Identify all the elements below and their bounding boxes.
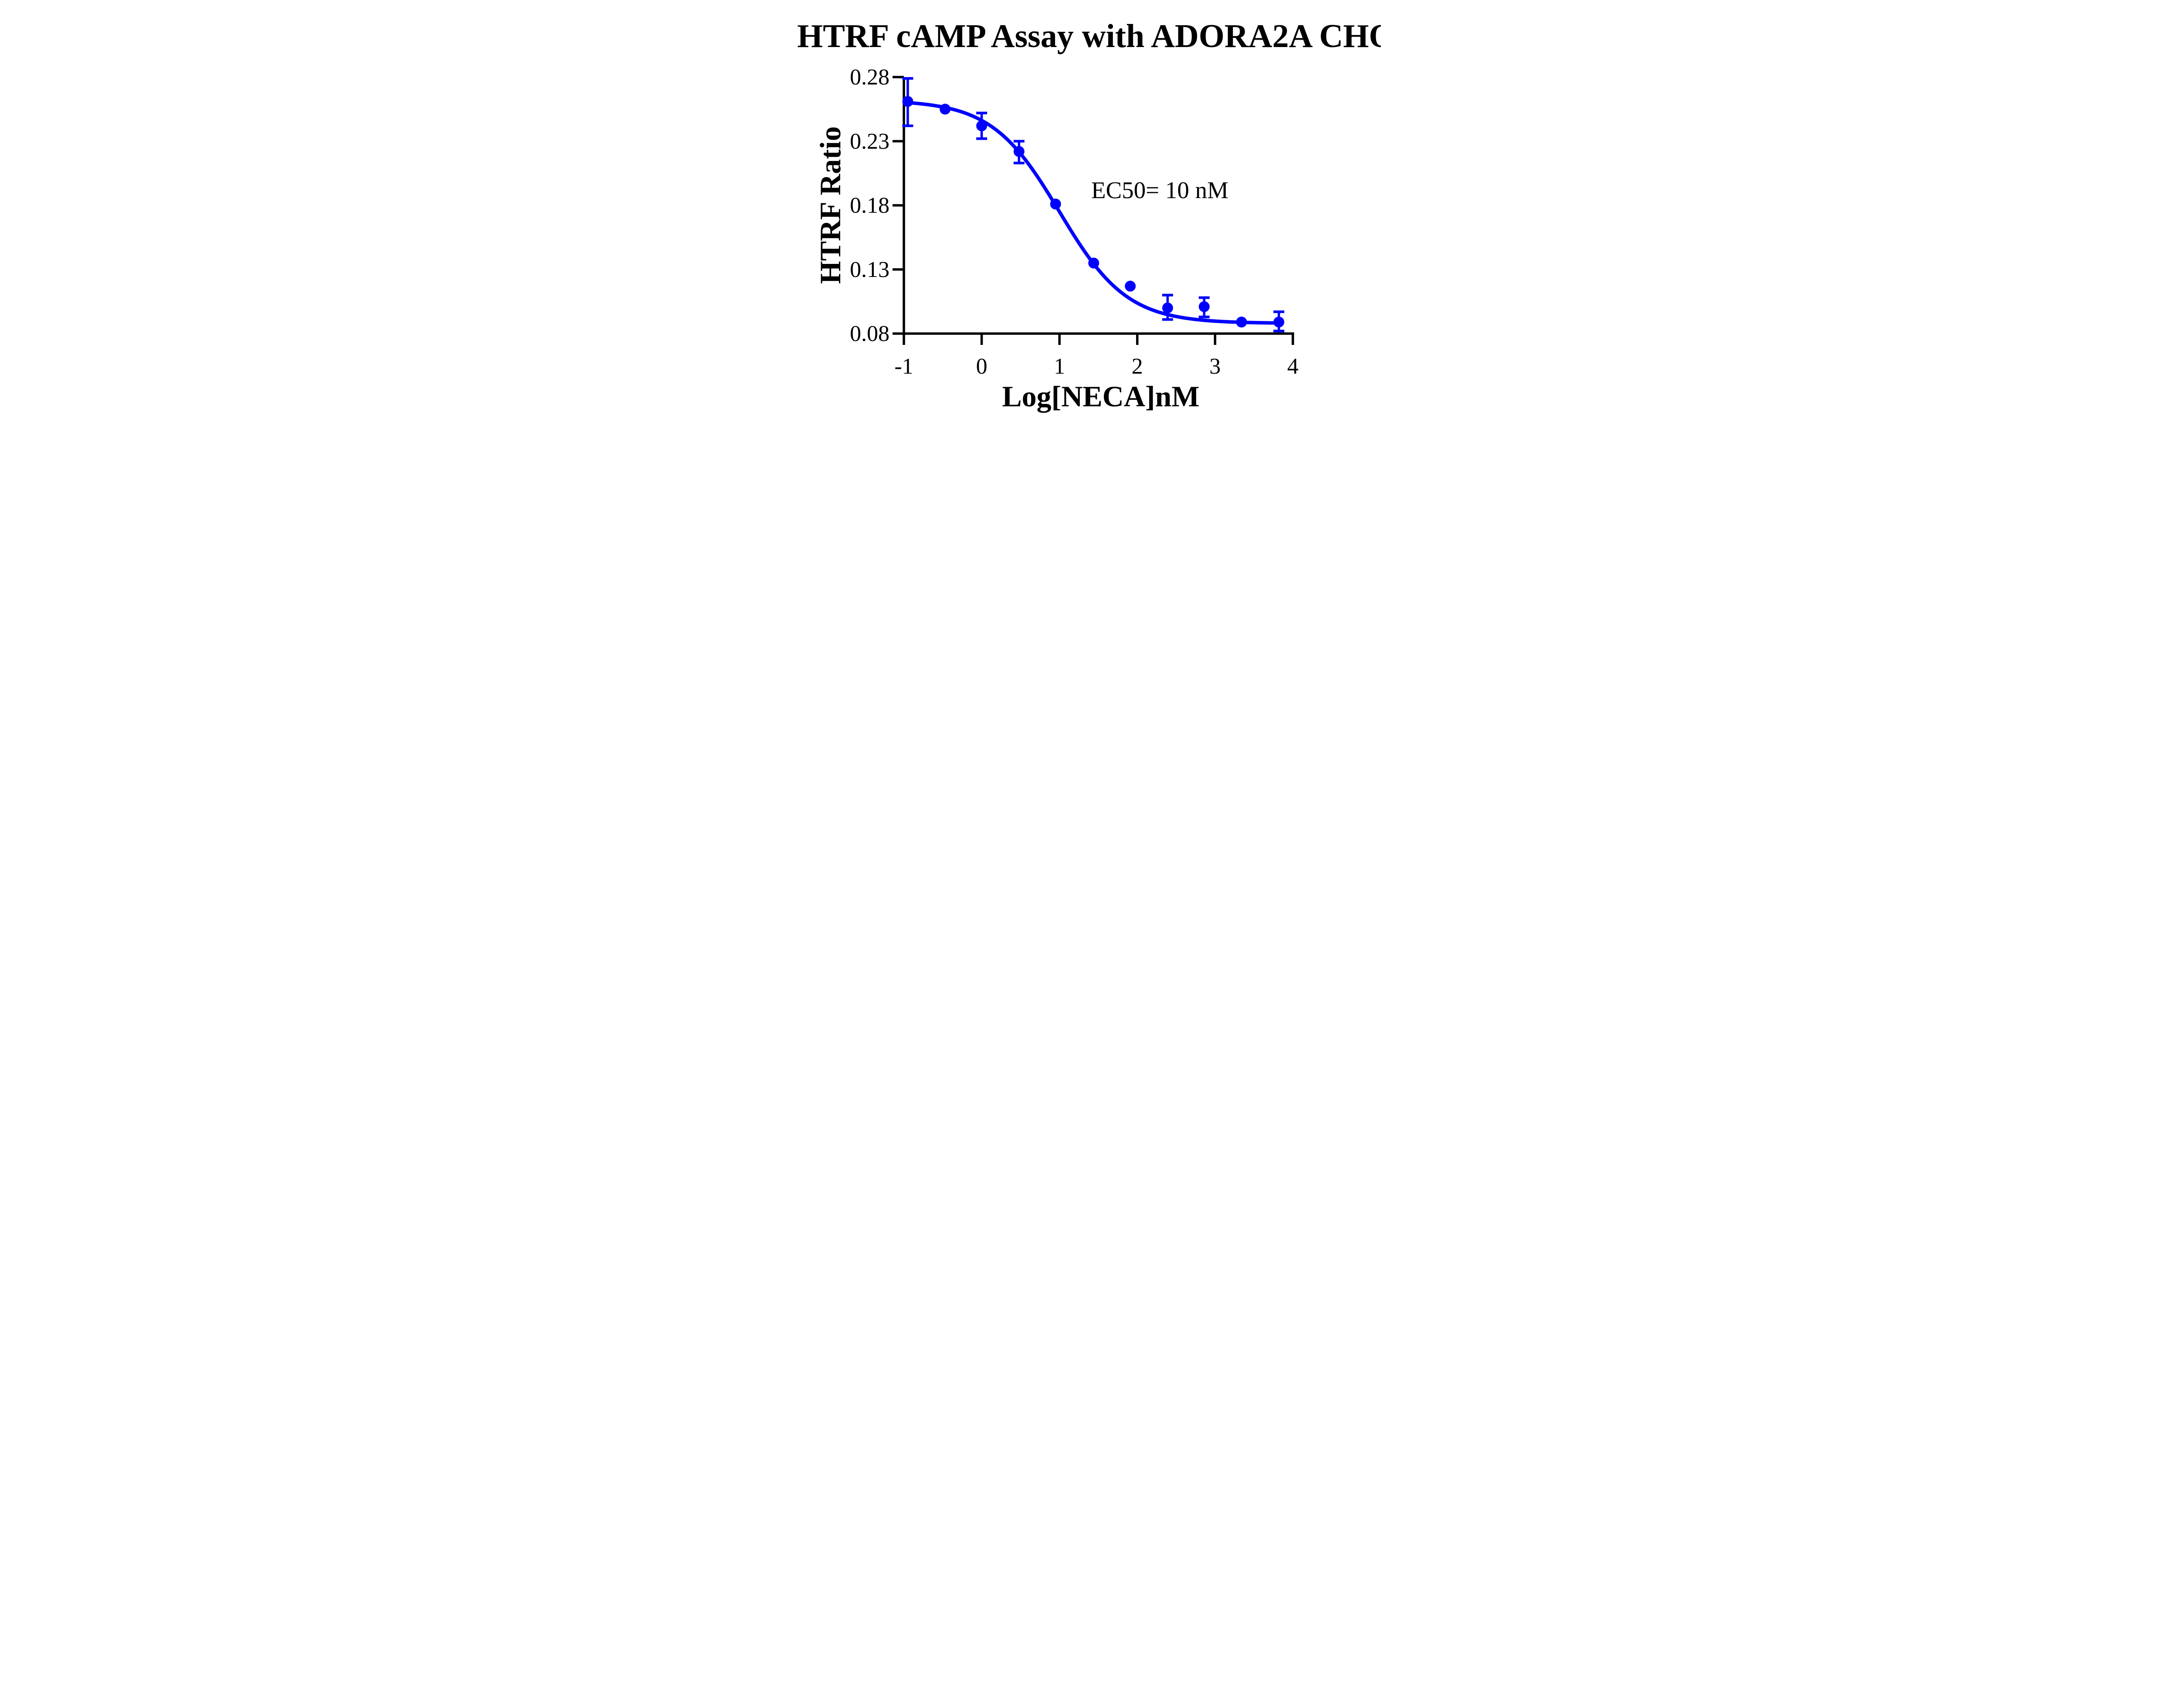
ec50-annotation: EC50= 10 nM [1091, 177, 1229, 203]
data-point-marker [1198, 301, 1210, 312]
y-tick-label: 0.28 [850, 65, 889, 90]
x-tick-label: 0 [976, 354, 988, 379]
data-point-marker [902, 96, 913, 107]
x-tick-label: 1 [1054, 354, 1065, 379]
data-point-marker [940, 104, 951, 115]
x-tick-label: 4 [1287, 354, 1299, 379]
x-tick-label: 3 [1209, 354, 1221, 379]
x-tick-label: 2 [1132, 354, 1143, 379]
data-point-marker [1050, 199, 1061, 210]
x-axis-title: Log[NECA]nM [1002, 380, 1200, 413]
y-tick-label: 0.13 [850, 257, 889, 282]
data-point-marker [1273, 316, 1285, 327]
y-tick-label: 0.18 [850, 193, 889, 218]
data-point-marker [1236, 316, 1247, 327]
figure: HTRF cAMP Assay with ADORA2A CHO（C2） HTR… [797, 0, 1381, 427]
y-tick-label: 0.08 [850, 321, 889, 346]
y-tick-label: 0.23 [850, 129, 889, 154]
data-point-marker [1162, 302, 1173, 314]
plot-area: 0.28 0.23 0.18 0.13 0.08-1 0 1 2 3 4 [850, 65, 1299, 379]
data-point-marker [1088, 257, 1099, 269]
data-point-marker [1013, 146, 1025, 157]
chart-title: HTRF cAMP Assay with ADORA2A CHO（C2） [797, 18, 1381, 54]
data-point-marker [976, 120, 988, 132]
data-point-marker [1125, 280, 1136, 292]
x-tick-label: -1 [894, 354, 913, 379]
fit-curve [903, 101, 1284, 325]
